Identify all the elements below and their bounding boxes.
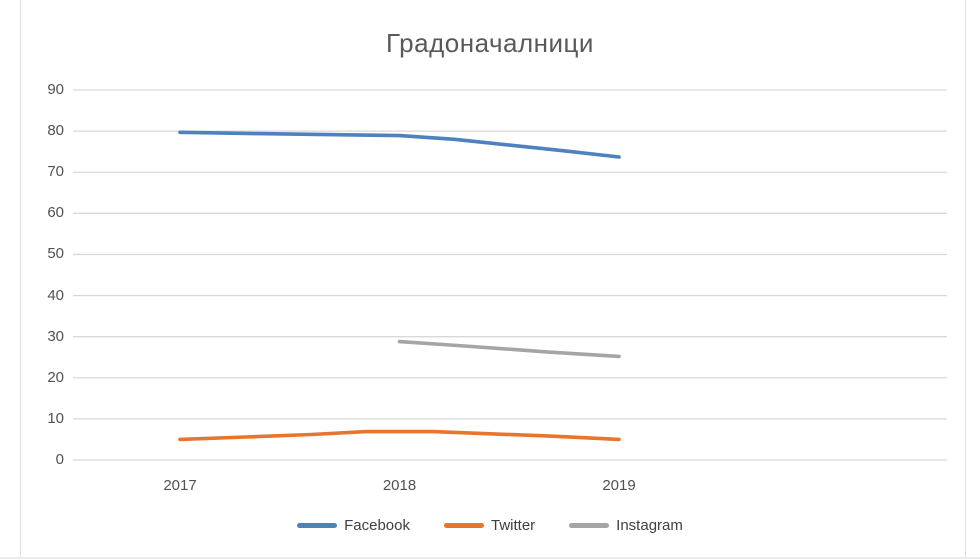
x-tick-label-2017: 2017 xyxy=(163,477,197,494)
legend: Facebook Twitter Instagram xyxy=(0,517,980,534)
series-line-instagram xyxy=(397,339,621,359)
y-tick-label-60: 60 xyxy=(47,204,64,222)
legend-label: Instagram xyxy=(616,517,683,534)
y-tick-label-0: 0 xyxy=(55,451,64,468)
image-border-left xyxy=(20,0,21,558)
legend-item-instagram: Instagram xyxy=(569,517,683,534)
legend-line-swatch-instagram xyxy=(569,523,610,528)
y-tick-label-20: 20 xyxy=(47,368,64,386)
legend-item-facebook: Facebook xyxy=(297,517,410,534)
legend-label: Twitter xyxy=(490,517,536,534)
y-tick-label-70: 70 xyxy=(47,163,64,181)
legend-line-swatch-facebook xyxy=(297,523,338,528)
legend-item-twitter: Twitter xyxy=(443,517,536,534)
image-border-bottom xyxy=(0,557,980,559)
x-tick-label-2018: 2018 xyxy=(382,477,417,494)
y-tick-label-30: 30 xyxy=(47,327,64,345)
chart-title: Градоначалници xyxy=(386,28,594,58)
legend-line-swatch-twitter xyxy=(443,523,484,528)
x-tick-label-2019: 2019 xyxy=(602,477,636,494)
y-tick-label-90: 90 xyxy=(47,81,64,98)
y-tick-label-40: 40 xyxy=(47,286,64,304)
image-border-right xyxy=(965,0,966,558)
y-tick-label-10: 10 xyxy=(47,409,64,427)
series-line-twitter xyxy=(178,429,621,442)
y-tick-label-50: 50 xyxy=(47,245,64,263)
legend-label: Facebook xyxy=(344,517,410,534)
y-tick-label-80: 80 xyxy=(47,122,64,140)
series-line-facebook xyxy=(178,130,621,159)
